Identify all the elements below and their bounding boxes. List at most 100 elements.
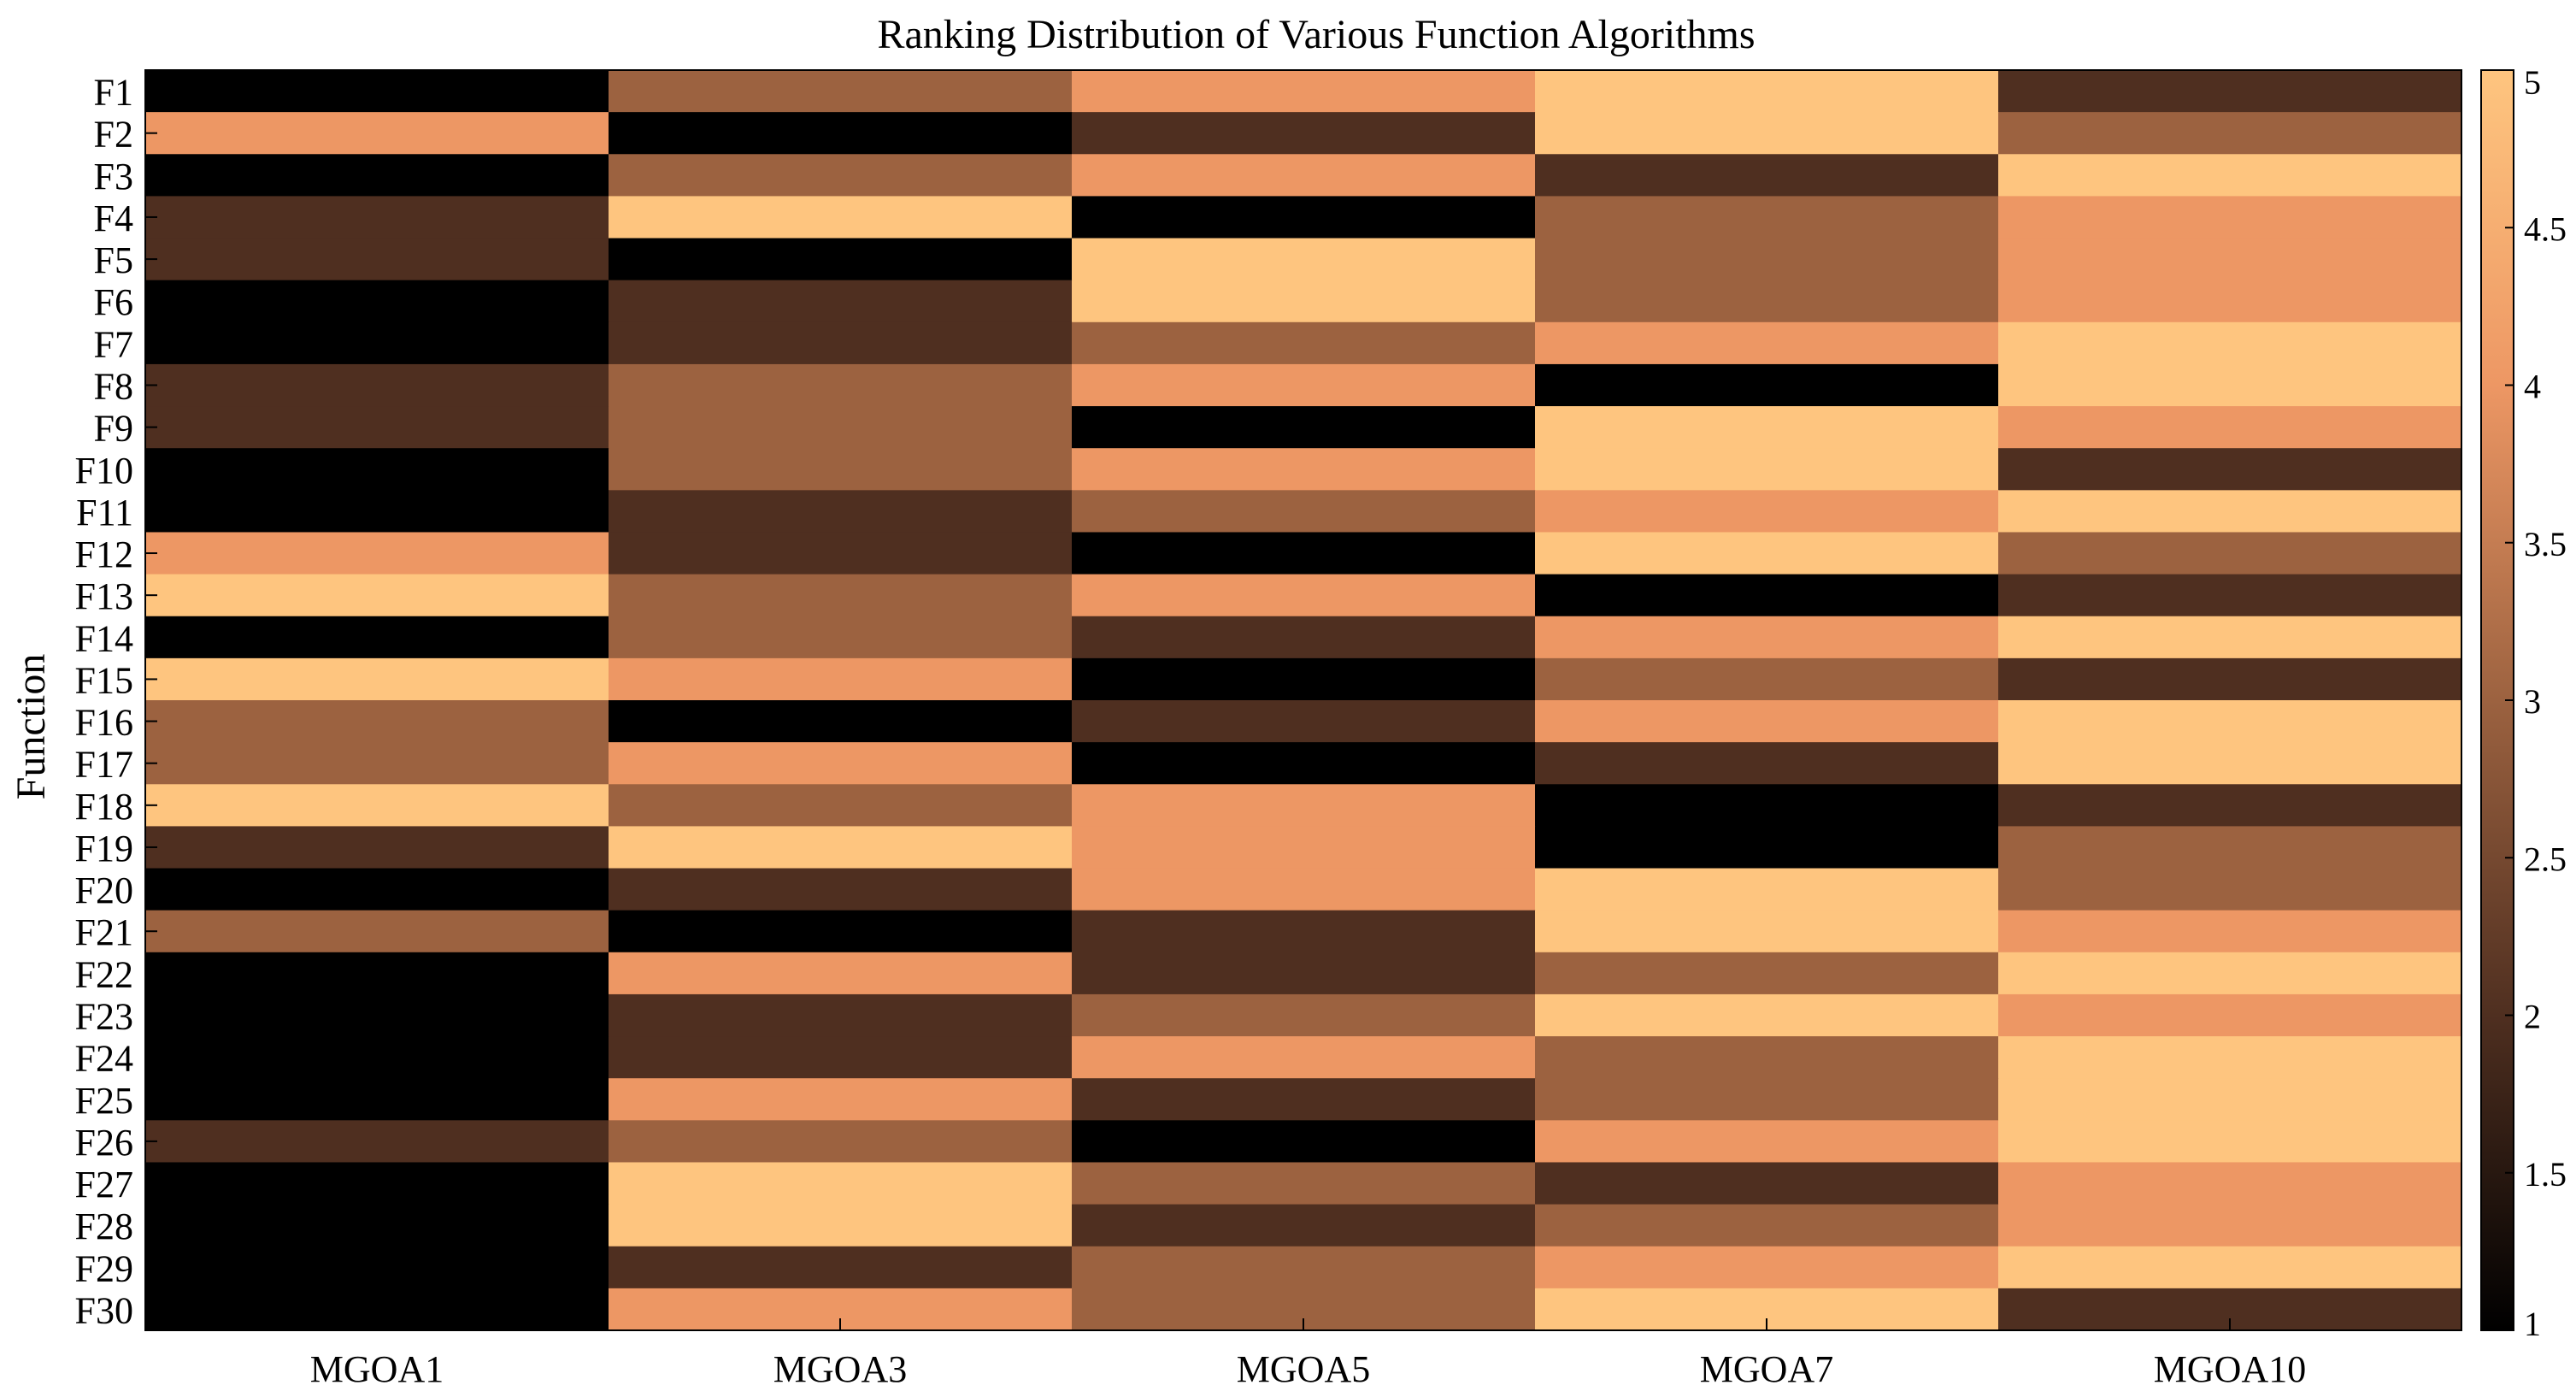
row-tick-label: F25 bbox=[75, 1080, 133, 1122]
column-tick-label: MGOA1 bbox=[310, 1348, 444, 1390]
heatmap-cell bbox=[1998, 1162, 2462, 1205]
heatmap-cell bbox=[609, 196, 1073, 239]
heatmap-cell bbox=[1072, 993, 1536, 1037]
heatmap-cell bbox=[1998, 321, 2462, 365]
heatmap-cell bbox=[609, 70, 1073, 113]
heatmap-cell bbox=[1072, 406, 1536, 449]
heatmap-cell bbox=[145, 280, 609, 323]
row-tick-label: F21 bbox=[75, 911, 133, 953]
heatmap-cell bbox=[1072, 657, 1536, 701]
row-tick-label: F29 bbox=[75, 1247, 133, 1289]
heatmap-cell bbox=[1998, 1036, 2462, 1079]
column-tick-label: MGOA7 bbox=[1700, 1348, 1833, 1390]
heatmap-cell bbox=[1535, 868, 1999, 911]
row-tick-label: F8 bbox=[94, 366, 133, 408]
heatmap-cell bbox=[145, 363, 609, 407]
heatmap-cell bbox=[1535, 1078, 1999, 1121]
heatmap-cell bbox=[1072, 742, 1536, 785]
heatmap-cell bbox=[145, 406, 609, 449]
heatmap-cell bbox=[145, 448, 609, 491]
heatmap-cell bbox=[1072, 1162, 1536, 1205]
heatmap-cell bbox=[145, 1036, 609, 1079]
heatmap-cell bbox=[609, 657, 1073, 701]
heatmap-cell bbox=[609, 238, 1073, 281]
row-tick-label: F3 bbox=[94, 156, 133, 197]
heatmap-cell bbox=[1535, 993, 1999, 1037]
heatmap-cell bbox=[145, 574, 609, 617]
heatmap-cell bbox=[1535, 784, 1999, 827]
row-tick-label: F19 bbox=[75, 828, 133, 869]
plot-frame bbox=[144, 69, 2462, 1331]
heatmap-cell bbox=[609, 490, 1073, 533]
heatmap-cell bbox=[1072, 280, 1536, 323]
heatmap-cell bbox=[1535, 742, 1999, 785]
heatmap-cell bbox=[609, 574, 1073, 617]
heatmap-cell bbox=[145, 238, 609, 281]
heatmap-cell bbox=[1535, 1162, 1999, 1205]
heatmap-cell bbox=[145, 616, 609, 659]
heatmap-cell bbox=[1998, 1078, 2462, 1121]
heatmap-cell bbox=[609, 1120, 1073, 1164]
heatmap-cell bbox=[1998, 910, 2462, 953]
y-axis-label: Function bbox=[9, 654, 54, 800]
row-tick-label: F30 bbox=[75, 1289, 133, 1331]
heatmap-cell bbox=[1535, 826, 1999, 869]
heatmap-cell bbox=[1072, 363, 1536, 407]
colorbar-tick-label: 1.5 bbox=[2524, 1155, 2567, 1194]
heatmap-cell bbox=[1998, 448, 2462, 491]
row-labels: F1F2F3F4F5F6F7F8F9F10F11F12F13F14F15F16F… bbox=[75, 72, 133, 1332]
heatmap-cell bbox=[609, 826, 1073, 869]
heatmap-cell bbox=[609, 742, 1073, 785]
heatmap-cell bbox=[1535, 238, 1999, 281]
colorbar-tick-label: 4 bbox=[2524, 368, 2541, 406]
heatmap-cell bbox=[145, 1246, 609, 1289]
heatmap-cell bbox=[145, 700, 609, 743]
heatmap-cell bbox=[1072, 238, 1536, 281]
heatmap-cell bbox=[145, 1204, 609, 1247]
heatmap-cell bbox=[145, 784, 609, 827]
heatmap-cell bbox=[609, 1162, 1073, 1205]
row-tick-label: F20 bbox=[75, 869, 133, 911]
heatmap-cell bbox=[1535, 574, 1999, 617]
heatmap-cell bbox=[145, 1162, 609, 1205]
colorbar-tick-label: 2 bbox=[2524, 998, 2541, 1036]
heatmap-cell bbox=[609, 112, 1073, 155]
heatmap-cell bbox=[1535, 196, 1999, 239]
heatmap-cell bbox=[1535, 910, 1999, 953]
heatmap-cell bbox=[1072, 952, 1536, 995]
heatmap-cell bbox=[1072, 700, 1536, 743]
heatmap-cell bbox=[1535, 321, 1999, 365]
heatmap-cell bbox=[1998, 1204, 2462, 1247]
heatmap-cell bbox=[145, 868, 609, 911]
heatmap-cell bbox=[1998, 574, 2462, 617]
heatmap-cell bbox=[145, 112, 609, 155]
heatmap-cell bbox=[609, 784, 1073, 827]
heatmap-cell bbox=[145, 1078, 609, 1121]
row-tick-label: F4 bbox=[94, 197, 133, 239]
heatmap-cell bbox=[1998, 1120, 2462, 1164]
row-tick-label: F12 bbox=[75, 533, 133, 575]
row-tick-label: F7 bbox=[94, 323, 133, 365]
row-tick-label: F24 bbox=[75, 1038, 133, 1080]
heatmap-cell bbox=[1535, 406, 1999, 449]
heatmap-cell bbox=[1072, 868, 1536, 911]
row-tick-label: F26 bbox=[75, 1122, 133, 1164]
row-tick-label: F18 bbox=[75, 786, 133, 828]
colorbar-tick-label: 4.5 bbox=[2524, 209, 2567, 248]
row-tick-label: F1 bbox=[94, 72, 133, 114]
column-tick-label: MGOA5 bbox=[1237, 1348, 1370, 1390]
column-tick-label: MGOA3 bbox=[773, 1348, 907, 1390]
heatmap-cell bbox=[1072, 1036, 1536, 1079]
heatmap-cell bbox=[1535, 490, 1999, 533]
heatmap-cell bbox=[145, 952, 609, 995]
heatmap-cell bbox=[1998, 657, 2462, 701]
heatmap-cell bbox=[609, 868, 1073, 911]
heatmap-cell bbox=[1072, 112, 1536, 155]
heatmap-cell bbox=[145, 1120, 609, 1164]
row-tick-label: F27 bbox=[75, 1164, 133, 1205]
colorbar-tick-label: 1 bbox=[2524, 1305, 2541, 1343]
heatmap-cell bbox=[1998, 238, 2462, 281]
heatmap-cell bbox=[609, 406, 1073, 449]
heatmap-cell bbox=[1535, 112, 1999, 155]
